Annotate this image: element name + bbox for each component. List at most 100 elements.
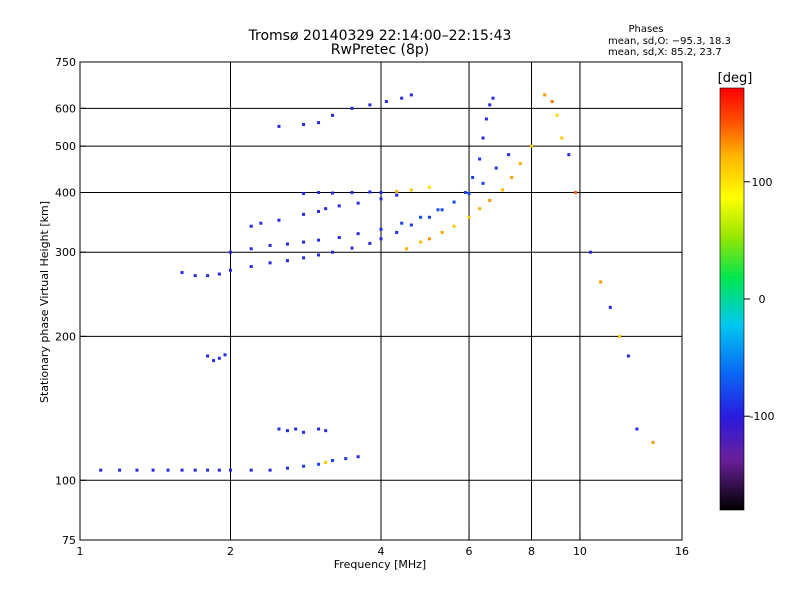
data-point (368, 241, 372, 245)
data-point (419, 240, 423, 244)
data-point (317, 462, 321, 466)
data-point (268, 468, 272, 472)
data-point (302, 212, 306, 216)
y-tick-label-75: 75 (62, 534, 76, 547)
data-point (317, 121, 321, 125)
data-point (427, 215, 431, 219)
data-point (302, 123, 306, 127)
data-point (324, 460, 328, 464)
data-point (478, 207, 482, 211)
data-point (302, 430, 306, 434)
data-point (543, 93, 547, 97)
colorbar-tick-label-100: 100 (752, 176, 773, 189)
data-point (302, 464, 306, 468)
data-point (331, 113, 335, 117)
data-point (384, 100, 388, 104)
data-point (151, 468, 155, 472)
chart-title: Tromsø 20140329 22:14:00–22:15:43 (248, 28, 512, 44)
data-point (337, 236, 341, 240)
data-point (395, 193, 399, 197)
data-point (317, 210, 321, 214)
data-point (467, 192, 471, 196)
data-point (294, 427, 298, 431)
data-point (488, 198, 492, 202)
data-point (599, 280, 603, 284)
data-point (379, 197, 383, 201)
data-point (268, 261, 272, 265)
data-point (419, 215, 423, 219)
data-point (400, 96, 404, 100)
data-point (285, 466, 289, 470)
data-point (285, 429, 289, 433)
data-point (277, 218, 281, 222)
data-point (302, 240, 306, 244)
x-tick-label-8: 8 (528, 545, 535, 558)
colorbar (719, 87, 745, 511)
data-point (337, 204, 341, 208)
data-point (118, 468, 122, 472)
data-point (350, 106, 354, 110)
data-point (350, 190, 354, 194)
data-point (317, 238, 321, 242)
y-tick-label-750: 750 (55, 56, 76, 69)
data-point (379, 227, 383, 231)
data-point (467, 215, 471, 219)
data-point (331, 250, 335, 254)
data-point (651, 440, 655, 444)
data-point (285, 259, 289, 263)
data-point (217, 272, 221, 276)
y-tick-label-200: 200 (55, 330, 76, 343)
data-point (249, 265, 253, 269)
data-point (501, 188, 505, 192)
data-point (608, 305, 612, 309)
data-point (395, 189, 399, 193)
data-point (589, 250, 593, 254)
data-point (259, 221, 263, 225)
data-point (180, 271, 184, 275)
data-point (317, 253, 321, 257)
data-point (331, 458, 335, 462)
y-axis-ticks: 75 100 200 300 400 500 600 750 (55, 56, 86, 547)
data-point (560, 136, 564, 140)
data-point (223, 353, 227, 357)
data-point (427, 237, 431, 241)
data-point (409, 93, 413, 97)
y-tick-label-500: 500 (55, 140, 76, 153)
data-point (494, 166, 498, 170)
data-point (317, 190, 321, 194)
grid-lines (80, 62, 682, 540)
data-point (368, 103, 372, 107)
y-tick-label-600: 600 (55, 102, 76, 115)
data-point (217, 468, 221, 472)
data-point (440, 208, 444, 212)
data-points (99, 93, 655, 472)
data-point (368, 190, 372, 194)
data-point (518, 161, 522, 165)
data-point (217, 356, 221, 360)
x-tick-label-6: 6 (466, 545, 473, 558)
data-point (574, 190, 578, 194)
data-point (550, 100, 554, 104)
stats-heading: Phases (628, 24, 663, 35)
data-point (481, 181, 485, 185)
data-point (285, 242, 289, 246)
x-tick-label-1: 1 (77, 545, 84, 558)
x-tick-label-16: 16 (675, 545, 689, 558)
data-point (452, 200, 456, 204)
data-point (409, 188, 413, 192)
colorbar-tick-label-0: 0 (759, 293, 766, 306)
colorbar-tick-label--100: -100 (750, 410, 775, 423)
data-point (331, 191, 335, 195)
data-point (193, 274, 197, 278)
data-point (229, 250, 232, 254)
colorbar-label: [deg] (718, 71, 753, 86)
data-point (356, 232, 360, 236)
data-point (379, 190, 383, 194)
data-point (180, 468, 184, 472)
x-axis-label: Frequency [MHz] (334, 558, 426, 571)
data-point (463, 190, 467, 194)
data-point (212, 359, 216, 363)
data-point (379, 237, 383, 241)
data-point (436, 208, 440, 212)
